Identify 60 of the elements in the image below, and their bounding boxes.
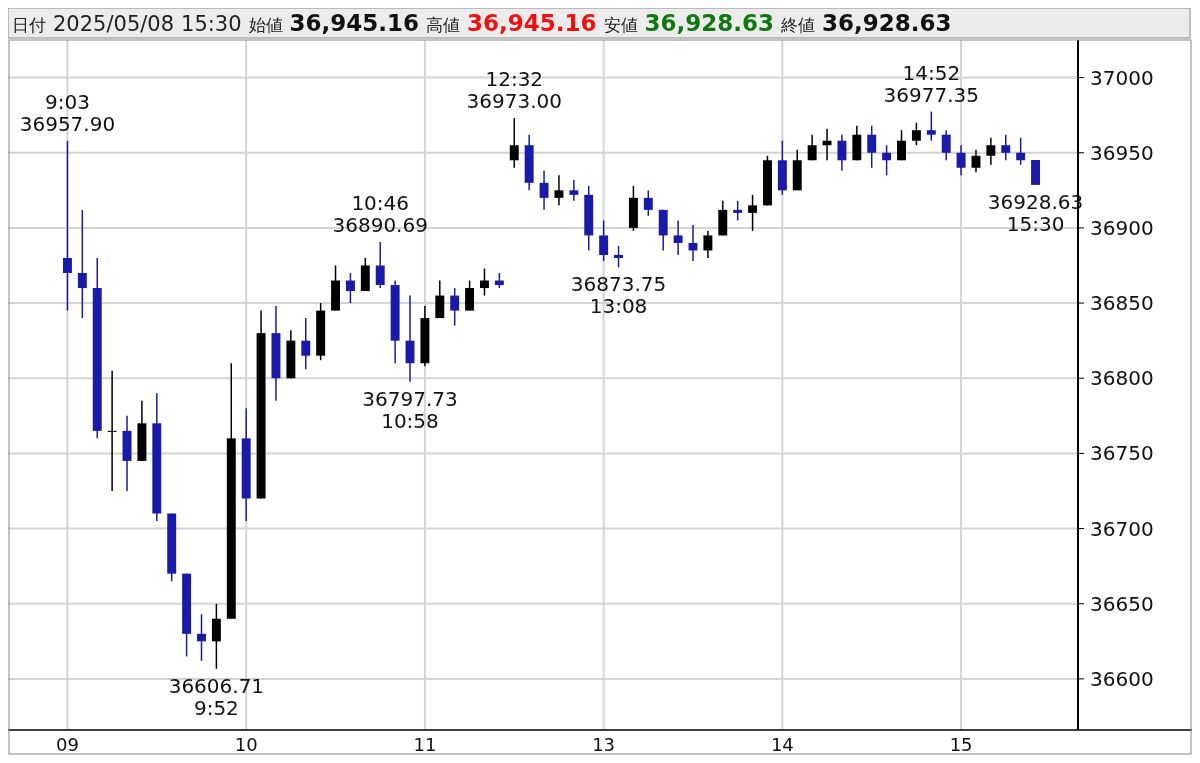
x-tick-label: 15	[949, 734, 973, 755]
y-tick-label: 36650	[1090, 591, 1154, 616]
candlestick	[599, 219, 609, 262]
annotation: 9:03 36957.90	[19, 89, 116, 136]
y-tick-label: 36800	[1090, 366, 1154, 391]
y-tick-label: 36900	[1090, 215, 1154, 240]
candlestick	[211, 602, 221, 670]
candlestick	[971, 148, 981, 174]
candlestick	[1016, 136, 1026, 166]
y-tick-label: 36600	[1090, 666, 1154, 691]
candlestick	[837, 133, 847, 172]
candlestick	[867, 124, 877, 169]
x-tick-label: 09	[55, 734, 79, 755]
candlestick	[986, 136, 996, 166]
y-tick-label: 36950	[1090, 140, 1154, 165]
candlestick	[941, 129, 951, 162]
candlestick	[77, 209, 87, 319]
candlestick	[926, 110, 936, 142]
candlestick	[614, 245, 623, 269]
candlestick	[554, 174, 564, 207]
x-tick-label: 10	[234, 734, 258, 755]
candlestick	[956, 144, 966, 177]
x-tick-label: 14	[770, 734, 794, 755]
candlestick	[897, 129, 906, 162]
candlestick	[480, 267, 489, 297]
candlestick	[882, 144, 892, 177]
annotation: 36606.71 9:52	[168, 673, 265, 720]
candlestick	[703, 230, 713, 259]
candlestick	[807, 133, 817, 162]
candlestick	[465, 279, 475, 312]
y-tick-label: 37000	[1090, 65, 1154, 90]
candlestick	[673, 219, 683, 256]
annotation: 14:52 36977.35	[883, 60, 980, 107]
y-tick-label: 36750	[1090, 441, 1154, 466]
annotation: 36797.73 10:58	[362, 386, 458, 433]
annotation: 10:46 36890.69	[332, 190, 428, 237]
candlestick	[822, 127, 832, 162]
x-tick-label: 11	[413, 734, 437, 755]
candlestick	[539, 170, 549, 211]
candlestick	[301, 317, 311, 370]
candlestick	[62, 140, 72, 312]
candlestick	[435, 279, 445, 319]
candlestick	[450, 287, 460, 327]
candlestick	[509, 117, 519, 169]
annotation: 12:32 36973.00	[466, 67, 562, 114]
chart-title: 日付 2025/05/08 15:30 始値 36,945.16 高値 36,945.16 安値 36,928.63 終値 36,928.63	[12, 10, 952, 36]
candlestick	[569, 179, 579, 202]
annotation: 36873.75 13:08	[570, 272, 667, 319]
candlestick	[733, 200, 743, 222]
y-tick-label: 36850	[1090, 291, 1154, 316]
candlestick	[197, 613, 206, 662]
candlestick	[345, 272, 355, 304]
candlestick	[1001, 133, 1011, 162]
candlestick	[375, 241, 385, 289]
candlestick	[748, 194, 758, 232]
x-tick-label: 13	[592, 734, 616, 755]
y-tick-label: 36700	[1090, 516, 1154, 541]
candlestick	[643, 189, 653, 217]
candlestick	[911, 121, 921, 146]
candlestick	[107, 369, 117, 492]
